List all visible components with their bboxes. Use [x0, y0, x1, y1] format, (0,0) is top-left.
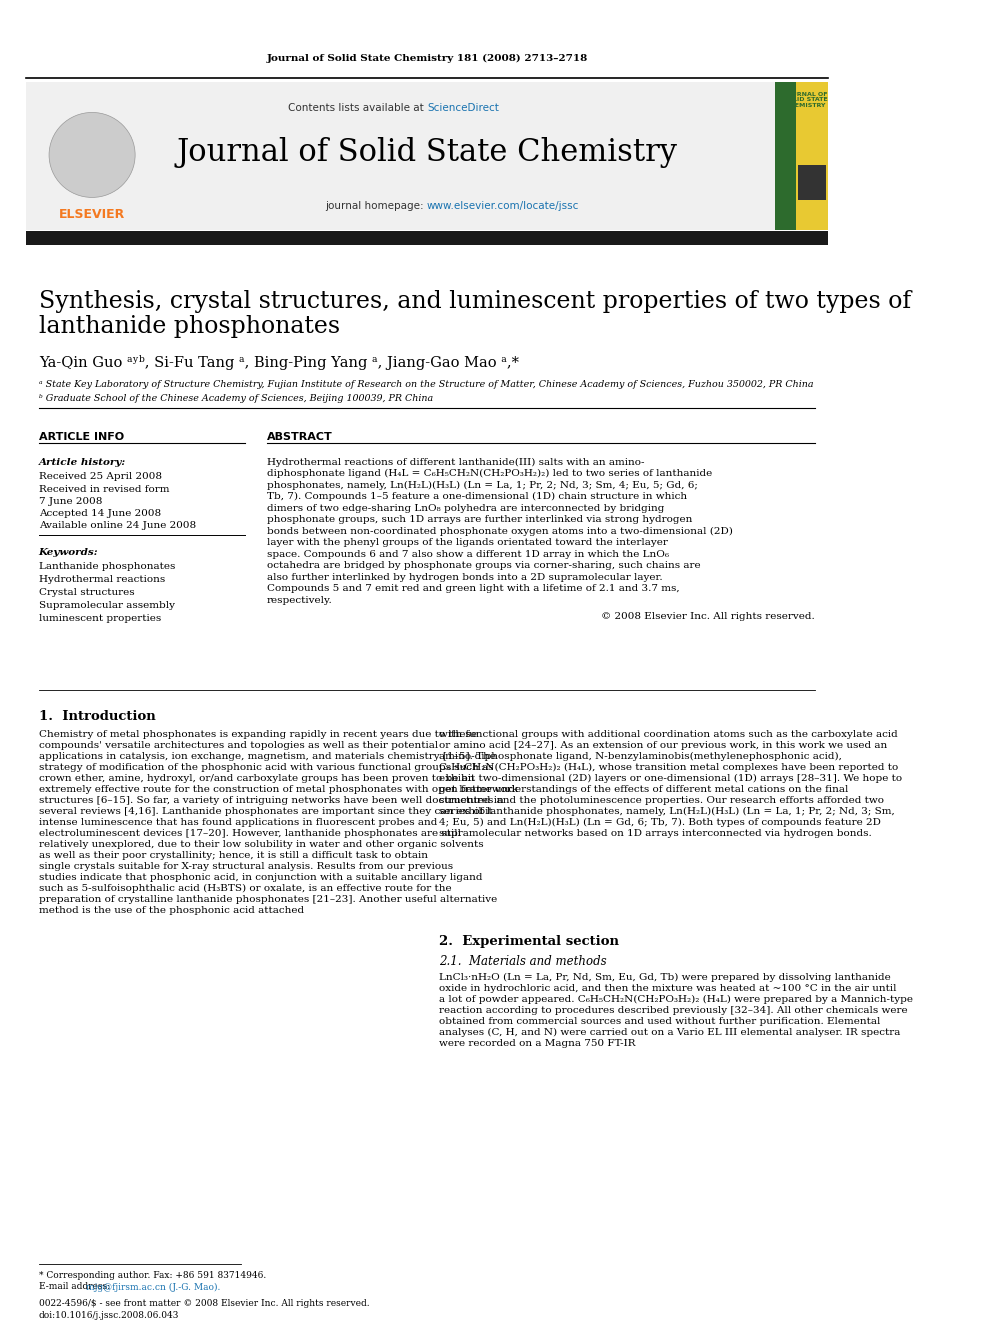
Text: Synthesis, crystal structures, and luminescent properties of two types of: Synthesis, crystal structures, and lumin…	[39, 290, 911, 312]
Text: ARTICLE INFO: ARTICLE INFO	[39, 431, 124, 442]
Text: Contents lists available at: Contents lists available at	[288, 103, 427, 112]
FancyBboxPatch shape	[26, 82, 775, 230]
Text: lanthanide phosphonates: lanthanide phosphonates	[39, 315, 340, 337]
Text: Keywords:: Keywords:	[39, 548, 98, 557]
Text: respectively.: respectively.	[267, 595, 332, 605]
FancyBboxPatch shape	[797, 82, 828, 230]
Text: 4; Eu, 5) and Ln(H₂L)(H₃L) (Ln = Gd, 6; Tb, 7). Both types of compounds feature : 4; Eu, 5) and Ln(H₂L)(H₃L) (Ln = Gd, 6; …	[438, 818, 881, 827]
Text: doi:10.1016/j.jssc.2008.06.043: doi:10.1016/j.jssc.2008.06.043	[39, 1311, 180, 1320]
Text: ᵇ Graduate School of the Chinese Academy of Sciences, Beijing 100039, PR China: ᵇ Graduate School of the Chinese Academy…	[39, 394, 433, 402]
Text: get better understandings of the effects of different metal cations on the final: get better understandings of the effects…	[438, 785, 848, 794]
Text: method is the use of the phosphonic acid attached: method is the use of the phosphonic acid…	[39, 906, 304, 914]
Text: LnCl₃·nH₂O (Ln = La, Pr, Nd, Sm, Eu, Gd, Tb) were prepared by dissolving lanthan: LnCl₃·nH₂O (Ln = La, Pr, Nd, Sm, Eu, Gd,…	[438, 972, 891, 982]
Text: obtained from commercial sources and used without further purification. Elementa: obtained from commercial sources and use…	[438, 1016, 880, 1025]
Text: oxide in hydrochloric acid, and then the mixture was heated at ~100 °C in the ai: oxide in hydrochloric acid, and then the…	[438, 983, 897, 992]
Text: octahedra are bridged by phosphonate groups via corner-sharing, such chains are: octahedra are bridged by phosphonate gro…	[267, 561, 700, 570]
FancyBboxPatch shape	[26, 82, 160, 230]
Text: Ya-Qin Guo ᵃʸᵇ, Si-Fu Tang ᵃ, Bing-Ping Yang ᵃ, Jiang-Gao Mao ᵃ,*: Ya-Qin Guo ᵃʸᵇ, Si-Fu Tang ᵃ, Bing-Ping …	[39, 355, 519, 370]
Text: electroluminescent devices [17–20]. However, lanthanide phosphonates are still: electroluminescent devices [17–20]. Howe…	[39, 828, 460, 837]
Text: space. Compounds 6 and 7 also show a different 1D array in which the LnO₆: space. Compounds 6 and 7 also show a dif…	[267, 550, 669, 558]
Text: Tb, 7). Compounds 1–5 feature a one-dimensional (1D) chain structure in which: Tb, 7). Compounds 1–5 feature a one-dime…	[267, 492, 686, 501]
Text: ABSTRACT: ABSTRACT	[267, 431, 332, 442]
Text: luminescent properties: luminescent properties	[39, 614, 161, 623]
Text: phosphonate groups, such 1D arrays are further interlinked via strong hydrogen: phosphonate groups, such 1D arrays are f…	[267, 515, 692, 524]
Text: such as 5-sulfoisophthalic acid (H₃BTS) or oxalate, is an effective route for th: such as 5-sulfoisophthalic acid (H₃BTS) …	[39, 884, 451, 893]
Text: Accepted 14 June 2008: Accepted 14 June 2008	[39, 509, 161, 517]
Text: Received in revised form: Received in revised form	[39, 484, 170, 493]
Text: series of lanthanide phosphonates, namely, Ln(H₂L)(H₃L) (Ln = La, 1; Pr, 2; Nd, : series of lanthanide phosphonates, namel…	[438, 807, 895, 816]
Text: Journal of Solid State Chemistry 181 (2008) 2713–2718: Journal of Solid State Chemistry 181 (20…	[266, 53, 587, 62]
Text: ELSEVIER: ELSEVIER	[59, 209, 125, 221]
Text: several reviews [4,16]. Lanthanide phosphonates are important since they can exh: several reviews [4,16]. Lanthanide phosp…	[39, 807, 492, 816]
Text: amino-diphosphonate ligand, N-benzylaminobis(methylenephosphonic acid),: amino-diphosphonate ligand, N-benzylamin…	[438, 751, 842, 761]
Text: 7 June 2008: 7 June 2008	[39, 497, 102, 505]
Text: phosphonates, namely, Ln(H₂L)(H₃L) (Ln = La, 1; Pr, 2; Nd, 3; Sm, 4; Eu, 5; Gd, : phosphonates, namely, Ln(H₂L)(H₃L) (Ln =…	[267, 480, 697, 490]
Text: Chemistry of metal phosphonates is expanding rapidly in recent years due to thes: Chemistry of metal phosphonates is expan…	[39, 730, 477, 738]
Text: relatively unexplored, due to their low solubility in water and other organic so: relatively unexplored, due to their low …	[39, 840, 483, 848]
Text: layer with the phenyl groups of the ligands orientated toward the interlayer: layer with the phenyl groups of the liga…	[267, 538, 668, 548]
Text: exhibit two-dimensional (2D) layers or one-dimensional (1D) arrays [28–31]. We h: exhibit two-dimensional (2D) layers or o…	[438, 774, 902, 783]
Text: also further interlinked by hydrogen bonds into a 2D supramolecular layer.: also further interlinked by hydrogen bon…	[267, 573, 663, 582]
Ellipse shape	[49, 112, 135, 197]
Text: Hydrothermal reactions: Hydrothermal reactions	[39, 574, 165, 583]
Text: were recorded on a Magna 750 FT-IR: were recorded on a Magna 750 FT-IR	[438, 1039, 636, 1048]
Text: crown ether, amine, hydroxyl, or/and carboxylate groups has been proven to be an: crown ether, amine, hydroxyl, or/and car…	[39, 774, 474, 783]
Text: Compounds 5 and 7 emit red and green light with a lifetime of 2.1 and 3.7 ms,: Compounds 5 and 7 emit red and green lig…	[267, 585, 680, 593]
Text: JOURNAL OF
SOLID STATE
CHEMISTRY: JOURNAL OF SOLID STATE CHEMISTRY	[784, 91, 828, 108]
Text: Journal of Solid State Chemistry: Journal of Solid State Chemistry	[177, 138, 678, 168]
Text: 2.  Experimental section: 2. Experimental section	[438, 934, 619, 947]
Text: compounds' versatile architectures and topologies as well as their potential: compounds' versatile architectures and t…	[39, 741, 438, 750]
Text: Available online 24 June 2008: Available online 24 June 2008	[39, 521, 195, 529]
Text: supramolecular networks based on 1D arrays interconnected via hydrogen bonds.: supramolecular networks based on 1D arra…	[438, 828, 872, 837]
Text: strategy of modification of the phosphonic acid with various functional groups s: strategy of modification of the phosphon…	[39, 762, 493, 771]
Text: ScienceDirect: ScienceDirect	[427, 103, 499, 112]
Text: extremely effective route for the construction of metal phosphonates with open f: extremely effective route for the constr…	[39, 785, 518, 794]
Text: applications in catalysis, ion exchange, magnetism, and materials chemistry [1–5: applications in catalysis, ion exchange,…	[39, 751, 496, 761]
Text: reaction according to procedures described previously [32–34]. All other chemica: reaction according to procedures describ…	[438, 1005, 908, 1015]
Text: 0022-4596/$ - see front matter © 2008 Elsevier Inc. All rights reserved.: 0022-4596/$ - see front matter © 2008 El…	[39, 1299, 369, 1308]
Text: structures [6–15]. So far, a variety of intriguing networks have been well docum: structures [6–15]. So far, a variety of …	[39, 795, 504, 804]
Text: * Corresponding author. Fax: +86 591 83714946.: * Corresponding author. Fax: +86 591 837…	[39, 1271, 266, 1281]
Text: 2.1.  Materials and methods: 2.1. Materials and methods	[438, 955, 606, 967]
FancyBboxPatch shape	[798, 165, 826, 200]
Text: mjg@fjirsm.ac.cn (J.-G. Mao).: mjg@fjirsm.ac.cn (J.-G. Mao).	[86, 1282, 220, 1291]
Text: with functional groups with additional coordination atoms such as the carboxylat: with functional groups with additional c…	[438, 730, 898, 738]
Text: Article history:: Article history:	[39, 458, 126, 467]
Text: as well as their poor crystallinity; hence, it is still a difficult task to obta: as well as their poor crystallinity; hen…	[39, 851, 428, 860]
Text: Lanthanide phosphonates: Lanthanide phosphonates	[39, 562, 176, 570]
Text: diphosphonate ligand (H₄L = C₆H₅CH₂N(CH₂PO₃H₂)₂) led to two series of lanthanide: diphosphonate ligand (H₄L = C₆H₅CH₂N(CH₂…	[267, 470, 712, 479]
FancyBboxPatch shape	[26, 232, 828, 245]
Text: structures and the photoluminescence properties. Our research efforts afforded t: structures and the photoluminescence pro…	[438, 795, 884, 804]
Text: analyses (C, H, and N) were carried out on a Vario EL III elemental analyser. IR: analyses (C, H, and N) were carried out …	[438, 1028, 901, 1037]
Text: Received 25 April 2008: Received 25 April 2008	[39, 472, 162, 480]
Text: studies indicate that phosphonic acid, in conjunction with a suitable ancillary : studies indicate that phosphonic acid, i…	[39, 873, 482, 881]
Text: www.elsevier.com/locate/jssc: www.elsevier.com/locate/jssc	[427, 201, 579, 210]
Text: E-mail address:: E-mail address:	[39, 1282, 113, 1291]
Text: 1.  Introduction: 1. Introduction	[39, 709, 156, 722]
Text: © 2008 Elsevier Inc. All rights reserved.: © 2008 Elsevier Inc. All rights reserved…	[601, 613, 815, 622]
Text: Supramolecular assembly: Supramolecular assembly	[39, 601, 175, 610]
Text: dimers of two edge-sharing LnO₈ polyhedra are interconnected by bridging: dimers of two edge-sharing LnO₈ polyhedr…	[267, 504, 665, 513]
Text: intense luminescence that has found applications in fluorescent probes and: intense luminescence that has found appl…	[39, 818, 437, 827]
Text: preparation of crystalline lanthanide phosphonates [21–23]. Another useful alter: preparation of crystalline lanthanide ph…	[39, 894, 497, 904]
Text: Hydrothermal reactions of different lanthanide(III) salts with an amino-: Hydrothermal reactions of different lant…	[267, 458, 645, 467]
Text: ᵃ State Key Laboratory of Structure Chemistry, Fujian Institute of Research on t: ᵃ State Key Laboratory of Structure Chem…	[39, 380, 813, 389]
Text: a lot of powder appeared. C₆H₅CH₂N(CH₂PO₃H₂)₂ (H₄L) were prepared by a Mannich-t: a lot of powder appeared. C₆H₅CH₂N(CH₂PO…	[438, 995, 913, 1004]
FancyBboxPatch shape	[775, 82, 828, 230]
Text: Crystal structures: Crystal structures	[39, 587, 134, 597]
Text: C₆H₅CH₂N(CH₂PO₃H₂)₂ (H₄L), whose transition metal complexes have been reported t: C₆H₅CH₂N(CH₂PO₃H₂)₂ (H₄L), whose transit…	[438, 762, 898, 771]
Text: single crystals suitable for X-ray structural analysis. Results from our previou: single crystals suitable for X-ray struc…	[39, 861, 453, 871]
Text: bonds between non-coordinated phosphonate oxygen atoms into a two-dimensional (2: bonds between non-coordinated phosphonat…	[267, 527, 733, 536]
Text: journal homepage:: journal homepage:	[325, 201, 427, 210]
Text: or amino acid [24–27]. As an extension of our previous work, in this work we use: or amino acid [24–27]. As an extension o…	[438, 741, 887, 750]
